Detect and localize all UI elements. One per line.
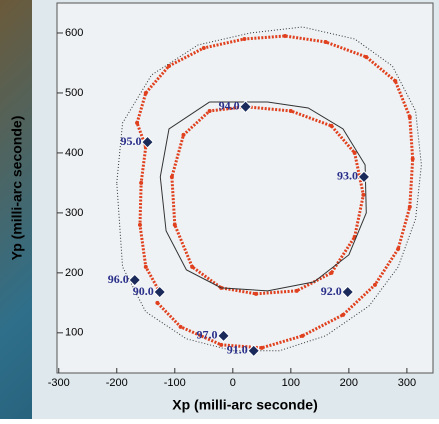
y-axis-label: Yp (milli-arc seconde) bbox=[9, 116, 25, 261]
epoch-label: 93.0 bbox=[337, 169, 358, 183]
y-tick-label: 300 bbox=[65, 207, 83, 219]
point bbox=[170, 175, 174, 179]
chart: Xp (milli-arc seconde) Yp (milli-arc sec… bbox=[0, 0, 439, 419]
point bbox=[219, 343, 223, 347]
point bbox=[202, 46, 206, 50]
point bbox=[393, 79, 397, 83]
point bbox=[208, 109, 212, 113]
point bbox=[324, 40, 328, 44]
x-tick-label: 200 bbox=[340, 377, 358, 389]
epoch-label: 90.0 bbox=[133, 284, 154, 298]
point bbox=[144, 91, 148, 95]
point bbox=[181, 133, 185, 137]
y-tick-label: 500 bbox=[65, 87, 83, 99]
point bbox=[361, 193, 365, 197]
epoch-label: 97.0 bbox=[197, 328, 218, 342]
y-tick-label: 100 bbox=[65, 327, 83, 339]
point bbox=[138, 223, 142, 227]
point bbox=[173, 223, 177, 227]
point bbox=[190, 265, 194, 269]
x-axis-label: Xp (milli-arc seconde) bbox=[172, 397, 317, 413]
point bbox=[144, 265, 148, 269]
point bbox=[353, 151, 357, 155]
point bbox=[289, 109, 293, 113]
point bbox=[295, 289, 299, 293]
y-tick-label: 600 bbox=[65, 27, 83, 39]
point bbox=[242, 37, 246, 41]
point bbox=[179, 325, 183, 329]
epoch-label: 91.0 bbox=[227, 343, 248, 357]
point bbox=[329, 271, 333, 275]
x-tick-label: -200 bbox=[106, 377, 128, 389]
epoch-label: 96.0 bbox=[108, 272, 129, 286]
point bbox=[408, 115, 412, 119]
epoch-label: 95.0 bbox=[121, 134, 142, 148]
point bbox=[373, 283, 377, 287]
point bbox=[155, 301, 159, 305]
x-tick-label: 0 bbox=[230, 377, 236, 389]
point bbox=[411, 157, 415, 161]
y-tick-label: 400 bbox=[65, 147, 83, 159]
point bbox=[364, 55, 368, 59]
point bbox=[300, 334, 304, 338]
point bbox=[254, 292, 258, 296]
x-tick-label: -100 bbox=[164, 377, 186, 389]
point bbox=[139, 181, 143, 185]
point bbox=[329, 124, 333, 128]
y-tick-label: 200 bbox=[65, 267, 83, 279]
plot-area bbox=[57, 3, 433, 373]
x-tick-label: 100 bbox=[282, 377, 300, 389]
epoch-label: 92.0 bbox=[321, 284, 342, 298]
point bbox=[135, 121, 139, 125]
point bbox=[260, 346, 264, 350]
point bbox=[396, 247, 400, 251]
point bbox=[283, 34, 287, 38]
point bbox=[408, 205, 412, 209]
x-tick-label: -300 bbox=[48, 377, 70, 389]
x-tick-label: 300 bbox=[398, 377, 416, 389]
page: {"chart_data": {"type": "scatter", "x_la… bbox=[0, 0, 439, 419]
epoch-label: 94.0 bbox=[219, 98, 240, 112]
point bbox=[341, 313, 345, 317]
